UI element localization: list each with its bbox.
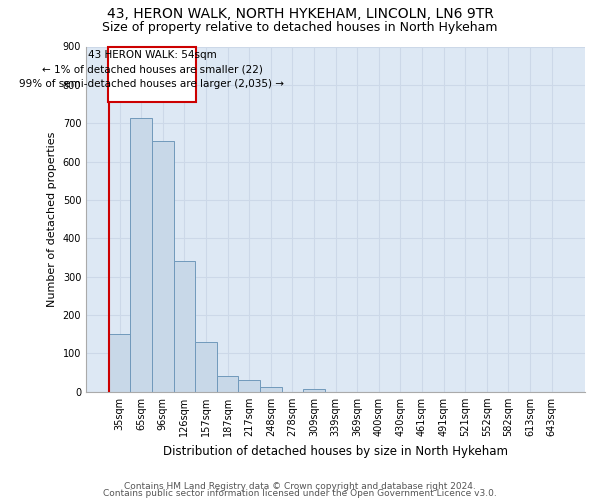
Bar <box>260 387 281 392</box>
Text: Contains HM Land Registry data © Crown copyright and database right 2024.: Contains HM Land Registry data © Crown c… <box>124 482 476 491</box>
Text: Size of property relative to detached houses in North Hykeham: Size of property relative to detached ho… <box>102 21 498 34</box>
Bar <box>152 142 173 392</box>
Bar <box>238 380 260 392</box>
Bar <box>130 118 152 392</box>
Bar <box>303 388 325 392</box>
Y-axis label: Number of detached properties: Number of detached properties <box>47 132 57 307</box>
Text: Contains public sector information licensed under the Open Government Licence v3: Contains public sector information licen… <box>103 489 497 498</box>
Text: 43, HERON WALK, NORTH HYKEHAM, LINCOLN, LN6 9TR: 43, HERON WALK, NORTH HYKEHAM, LINCOLN, … <box>107 8 493 22</box>
Bar <box>195 342 217 392</box>
X-axis label: Distribution of detached houses by size in North Hykeham: Distribution of detached houses by size … <box>163 444 508 458</box>
Bar <box>173 262 195 392</box>
Bar <box>109 334 130 392</box>
Bar <box>217 376 238 392</box>
Text: 99% of semi-detached houses are larger (2,035) →: 99% of semi-detached houses are larger (… <box>19 80 284 90</box>
Text: ← 1% of detached houses are smaller (22): ← 1% of detached houses are smaller (22) <box>41 65 262 75</box>
Bar <box>108 46 196 102</box>
Text: 43 HERON WALK: 54sqm: 43 HERON WALK: 54sqm <box>88 50 217 60</box>
